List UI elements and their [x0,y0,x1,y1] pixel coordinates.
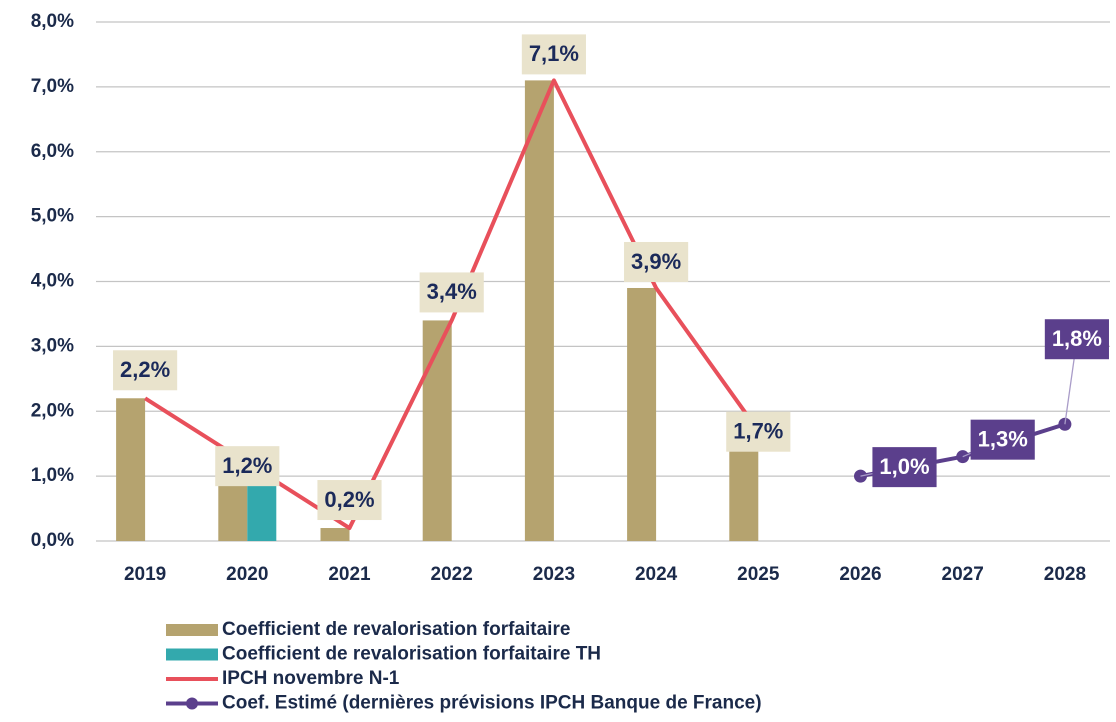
legend-label: Coefficient de revalorisation forfaitair… [222,644,601,665]
value-label: 1,8% [1044,319,1109,425]
value-label: 1,0% [860,447,937,488]
y-tick-label: 7,0% [31,76,74,97]
value-label: 1,7% [726,411,791,452]
x-tick-label: 2024 [635,564,678,585]
label-box [624,241,689,282]
value-label-text: 1,0% [879,454,929,479]
legend-label: Coef. Estimé (dernières prévisions IPCH … [222,693,762,714]
value-label-text: 1,8% [1052,326,1102,351]
value-label-text: 3,4% [427,279,477,304]
value-label: 1,3% [962,419,1035,460]
value-label: 7,1% [521,34,586,75]
label-box [726,411,791,452]
label-box [970,419,1035,460]
label-box [872,447,937,488]
label-box [113,350,178,391]
value-label-text: 1,3% [978,426,1028,451]
x-tick-label: 2028 [1044,564,1086,585]
legend-label: Coefficient de revalorisation forfaitair… [222,619,570,640]
value-label-text: 1,2% [222,453,272,478]
legend-label: IPCH novembre N-1 [222,668,400,689]
label-box [1044,319,1109,360]
legend-swatch [166,624,218,636]
x-tick-label: 2026 [839,564,881,585]
y-tick-label: 6,0% [31,141,74,162]
label-box [419,272,484,313]
x-tick-label: 2019 [124,564,166,585]
value-label: 3,9% [624,241,689,282]
x-tick-label: 2023 [533,564,575,585]
bar [627,287,657,541]
y-tick-label: 4,0% [31,271,74,292]
legend-swatch [166,648,218,661]
bar [320,528,350,541]
label-box [317,480,382,521]
value-label: 3,4% [419,272,484,313]
value-label: 1,2% [215,446,280,487]
bar [247,482,277,541]
y-tick-label: 2,0% [31,400,74,421]
value-label-text: 7,1% [529,41,579,66]
y-tick-label: 3,0% [31,335,74,356]
label-box [521,34,586,75]
value-label-text: 0,2% [324,487,374,512]
y-tick-label: 1,0% [31,465,74,486]
x-tick-label: 2025 [737,564,780,585]
bar [422,320,452,541]
label-box [215,446,280,487]
bar [524,80,554,541]
value-label-text: 1,7% [733,419,783,444]
value-label: 0,2% [317,480,382,521]
value-label-text: 3,9% [631,249,681,274]
x-tick-label: 2021 [328,564,371,585]
x-tick-label: 2027 [942,564,984,585]
value-label: 2,2% [113,350,178,391]
value-label-text: 2,2% [120,357,170,382]
y-tick-label: 5,0% [31,206,74,227]
x-tick-label: 2020 [226,564,268,585]
bar [116,398,146,541]
x-tick-label: 2022 [431,564,473,585]
legend-marker [186,697,198,710]
y-tick-label: 8,0% [31,11,74,32]
y-tick-label: 0,0% [31,530,74,551]
